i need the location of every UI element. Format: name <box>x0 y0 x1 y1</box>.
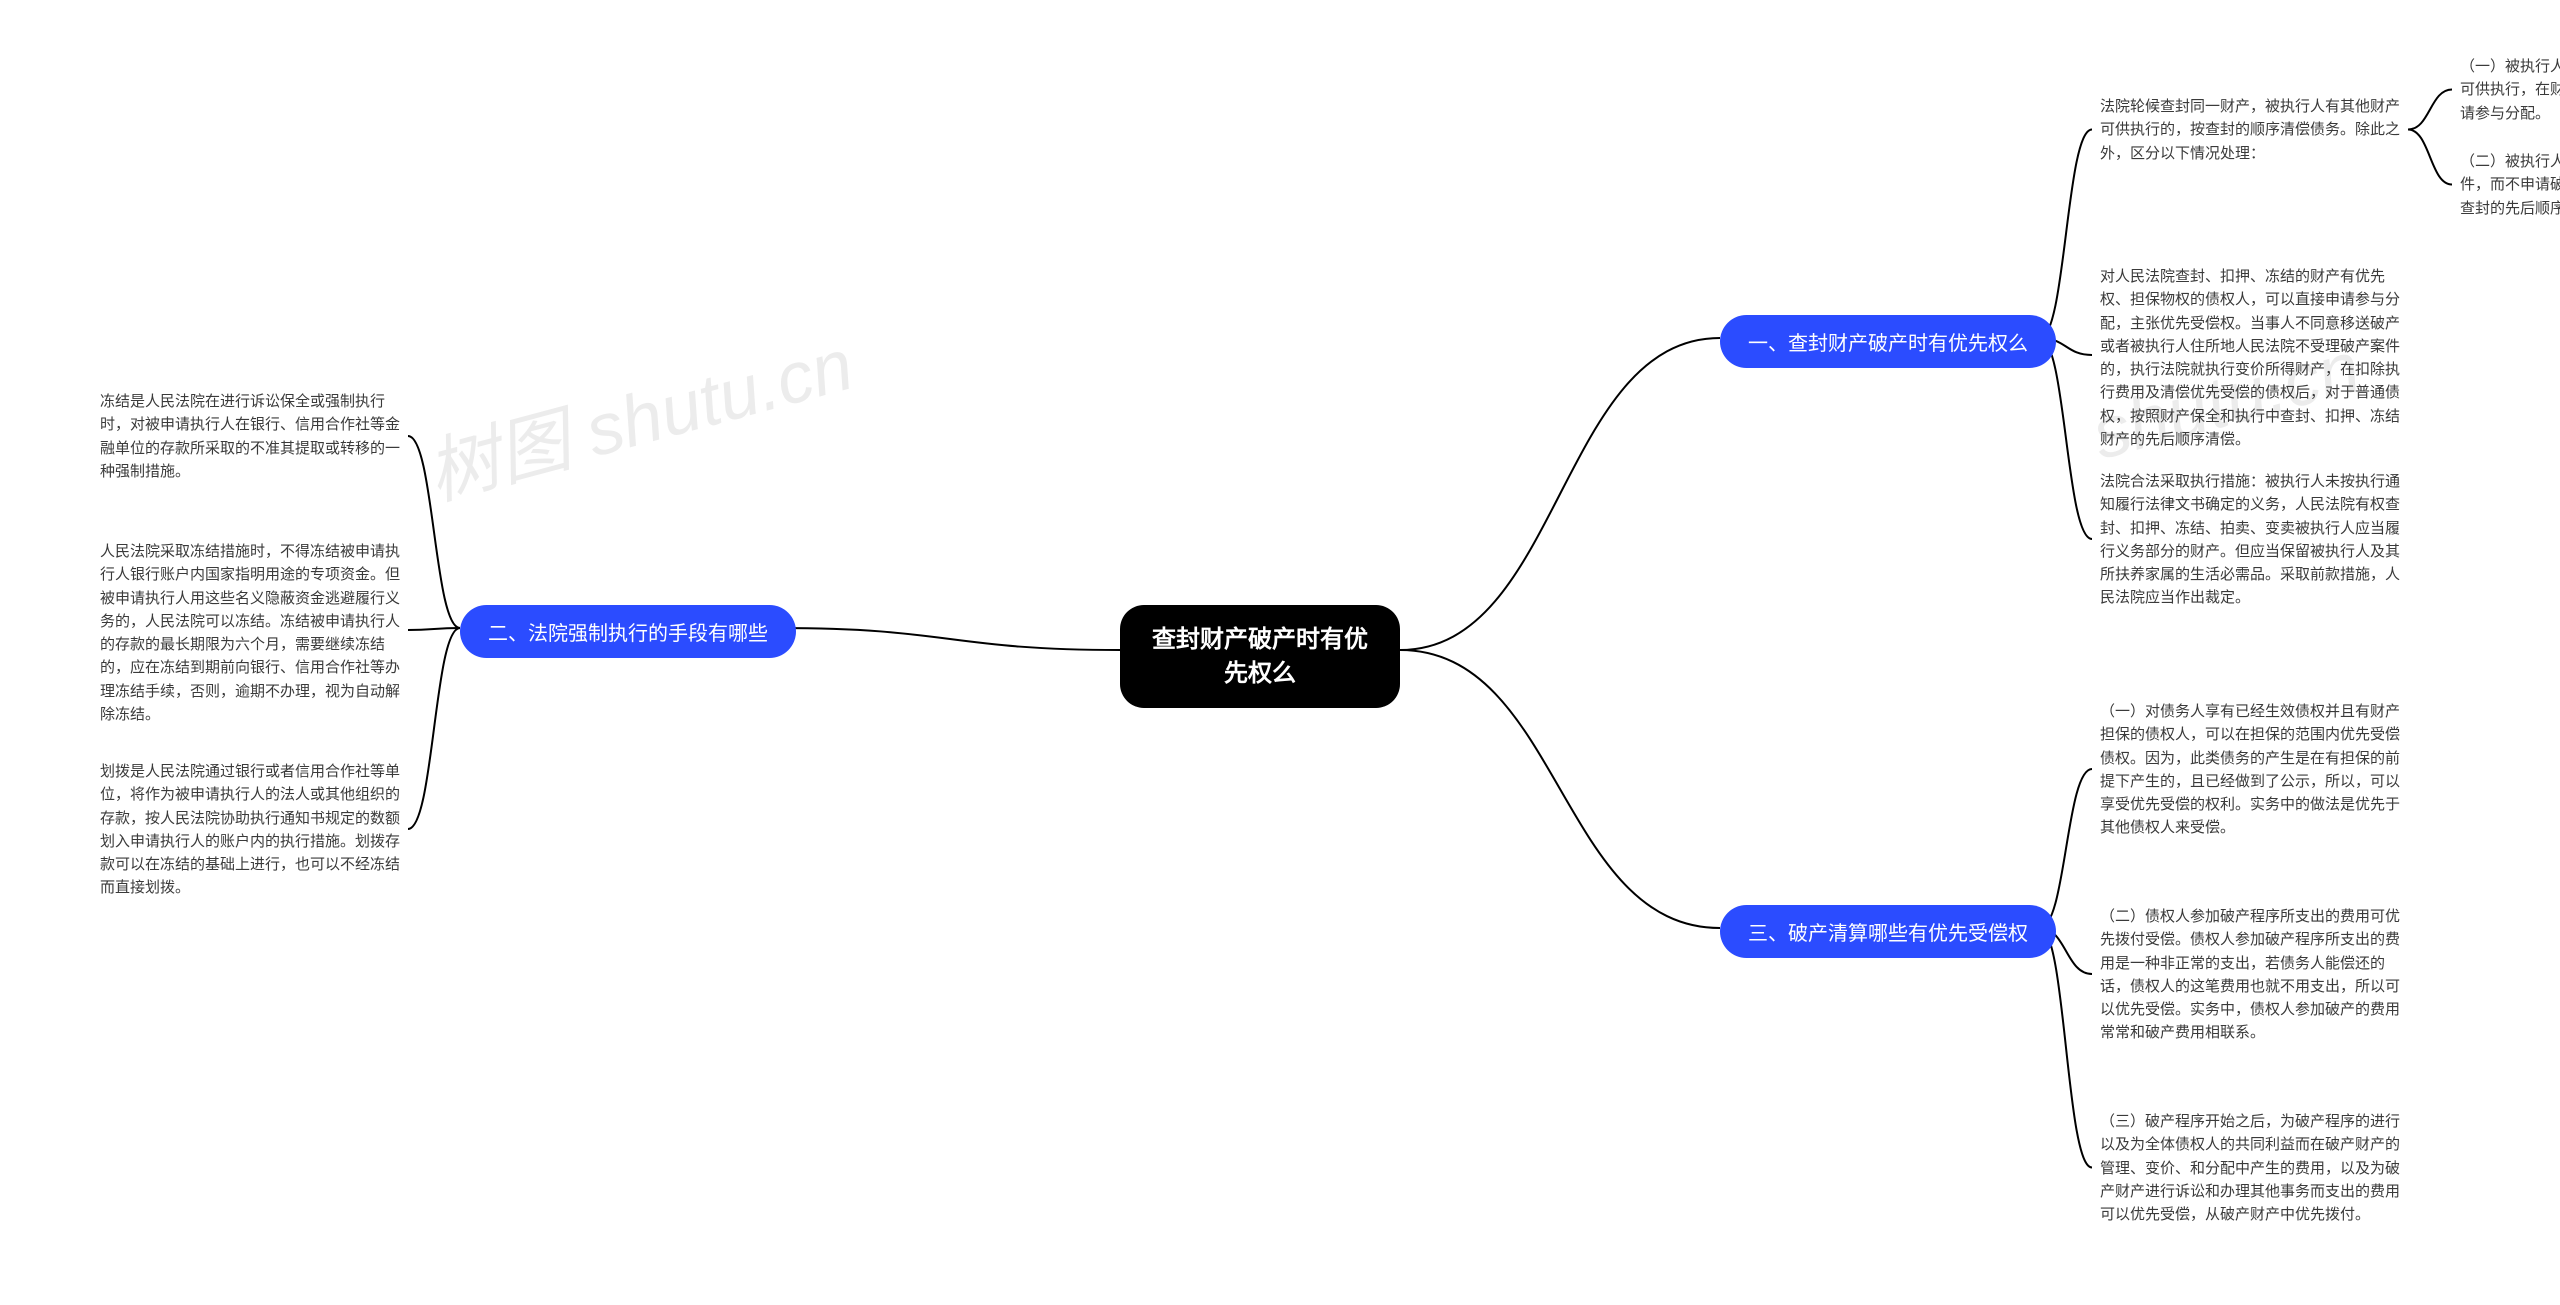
leaf-node: （一）对债务人享有已经生效债权并且有财产担保的债权人，可以在担保的范围内优先受偿… <box>2100 700 2410 840</box>
leaf-node: （二）被执行人是单位的，如果符合破产条件，而不申请破产或者法院不受理破产的，按查… <box>2460 150 2560 220</box>
leaf-node: 人民法院采取冻结措施时，不得冻结被申请执行人银行账户内国家指明用途的专项资金。但… <box>100 540 400 726</box>
branch-node: 一、查封财产破产时有优先权么 <box>1720 315 2056 368</box>
leaf-node: 对人民法院查封、扣押、冻结的财产有优先权、担保物权的债权人，可以直接申请参与分配… <box>2100 265 2410 451</box>
leaf-node: 划拨是人民法院通过银行或者信用合作社等单位，将作为被申请执行人的法人或其他组织的… <box>100 760 400 900</box>
leaf-node: 法院轮候查封同一财产，被执行人有其他财产可供执行的，按查封的顺序清偿债务。除此之… <box>2100 95 2400 165</box>
branch-node: 二、法院强制执行的手段有哪些 <box>460 605 796 658</box>
leaf-node: （三）破产程序开始之后，为破产程序的进行以及为全体债权人的共同利益而在破产财产的… <box>2100 1110 2410 1226</box>
root-node: 查封财产破产时有优先权么 <box>1120 605 1400 708</box>
watermark: 树图 shutu.cn <box>414 305 863 519</box>
leaf-node: （二）债权人参加破产程序所支出的费用可优先拨付受偿。债权人参加破产程序所支出的费… <box>2100 905 2410 1045</box>
branch-node: 三、破产清算哪些有优先受偿权 <box>1720 905 2056 958</box>
leaf-node: （一）被执行人是个人的，如果没有其他财产可供执行，在财产处置时，其他债权人可以申… <box>2460 55 2560 125</box>
leaf-node: 冻结是人民法院在进行诉讼保全或强制执行时，对被申请执行人在银行、信用合作社等金融… <box>100 390 400 483</box>
leaf-node: 法院合法采取执行措施：被执行人未按执行通知履行法律文书确定的义务，人民法院有权查… <box>2100 470 2410 610</box>
